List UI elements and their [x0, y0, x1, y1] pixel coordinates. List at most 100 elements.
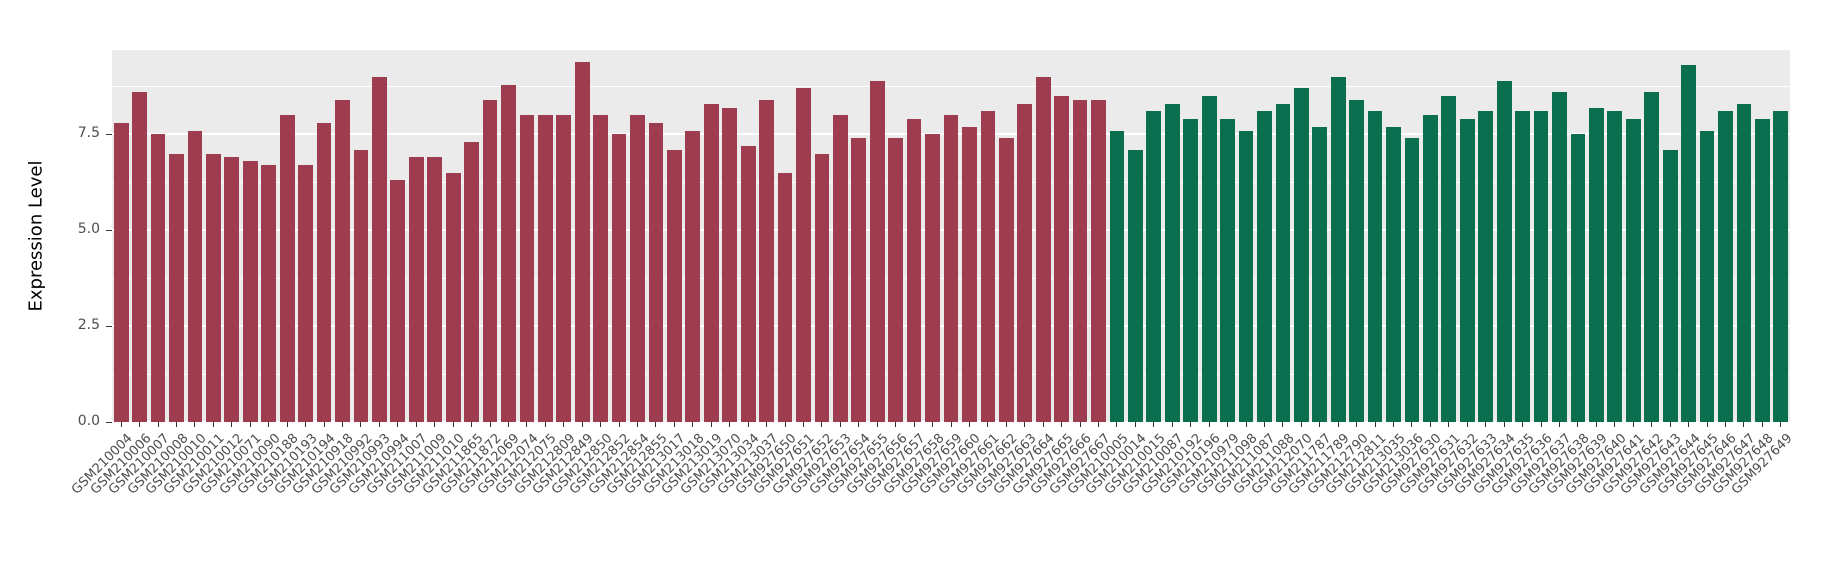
bar — [1017, 103, 1033, 422]
bar — [1164, 103, 1180, 422]
bar — [1238, 130, 1254, 422]
x-tick-mark — [895, 422, 897, 427]
bar — [574, 61, 590, 422]
bar — [501, 84, 516, 422]
bar — [814, 153, 830, 422]
bar — [1552, 92, 1567, 422]
bar — [832, 115, 848, 422]
y-tick-label: 5.0 — [77, 221, 100, 238]
bar — [722, 107, 738, 422]
x-tick-mark — [1522, 422, 1524, 427]
bar — [1423, 115, 1438, 422]
x-tick-mark — [747, 422, 749, 427]
x-tick-mark — [1190, 422, 1192, 427]
bar — [1699, 130, 1715, 422]
bar — [298, 165, 313, 422]
bar — [1625, 119, 1641, 422]
x-tick-mark — [268, 422, 270, 427]
bar — [519, 115, 535, 422]
x-tick-mark — [1669, 422, 1671, 427]
bar — [703, 103, 719, 422]
bar — [980, 111, 996, 422]
bar — [1644, 92, 1660, 422]
y-tick-mark — [106, 133, 112, 135]
x-tick-mark — [1485, 422, 1487, 427]
x-tick-mark — [157, 422, 159, 427]
x-tick-mark — [1595, 422, 1597, 427]
bar — [1109, 130, 1125, 422]
bar — [390, 180, 406, 422]
bar — [796, 88, 811, 422]
y-tick-mark — [106, 325, 112, 327]
bar — [169, 153, 184, 422]
bar — [1257, 111, 1272, 422]
x-tick-mark — [1337, 422, 1339, 427]
x-tick-mark — [120, 422, 122, 427]
bar — [1459, 119, 1475, 422]
x-tick-mark — [1466, 422, 1468, 427]
bar — [1349, 99, 1365, 422]
x-tick-mark — [1761, 422, 1763, 427]
bar — [1183, 119, 1199, 422]
x-tick-mark — [858, 422, 860, 427]
bar — [943, 115, 959, 422]
x-tick-mark — [821, 422, 823, 427]
x-tick-mark — [1503, 422, 1505, 427]
bar — [242, 161, 258, 422]
x-tick-mark — [1319, 422, 1321, 427]
y-axis-title: Expression Level — [25, 160, 47, 312]
bar — [1533, 111, 1549, 422]
x-tick-mark — [415, 422, 417, 427]
x-tick-mark — [452, 422, 454, 427]
x-tick-mark — [563, 422, 565, 427]
bar — [593, 115, 609, 422]
bar — [1054, 96, 1069, 422]
x-tick-mark — [1079, 422, 1081, 427]
bar — [316, 122, 332, 422]
bar — [206, 153, 221, 422]
x-tick-mark — [1632, 422, 1634, 427]
x-tick-mark — [802, 422, 804, 427]
bar — [408, 157, 424, 422]
x-tick-mark — [1263, 422, 1265, 427]
x-tick-mark — [839, 422, 841, 427]
bar — [113, 122, 129, 422]
x-tick-mark — [950, 422, 952, 427]
x-tick-mark — [286, 422, 288, 427]
bar — [888, 138, 904, 422]
x-tick-mark — [637, 422, 639, 427]
x-tick-mark — [692, 422, 694, 427]
bar — [1718, 111, 1733, 422]
bar — [925, 134, 940, 422]
y-tick-mark — [106, 421, 112, 423]
bar — [1275, 103, 1291, 422]
bar — [1091, 99, 1106, 422]
x-tick-mark — [194, 422, 196, 427]
bar — [1312, 126, 1328, 422]
y-tick-label: 2.5 — [77, 317, 100, 334]
x-tick-mark — [360, 422, 362, 427]
bar — [1201, 96, 1217, 422]
bar — [150, 134, 166, 422]
x-tick-mark — [1724, 422, 1726, 427]
bar — [962, 126, 977, 422]
x-tick-mark — [397, 422, 399, 427]
y-tick-label: 7.5 — [77, 125, 100, 142]
x-tick-mark — [323, 422, 325, 427]
bar — [1146, 111, 1162, 422]
x-tick-mark — [1706, 422, 1708, 427]
bar — [1570, 134, 1586, 422]
bar — [1496, 80, 1512, 422]
y-tick-label: 0.0 — [77, 413, 100, 429]
x-tick-mark — [1374, 422, 1376, 427]
x-tick-mark — [1393, 422, 1395, 427]
bar — [869, 80, 885, 422]
x-tick-mark — [710, 422, 712, 427]
x-tick-mark — [1227, 422, 1229, 427]
x-tick-mark — [1651, 422, 1653, 427]
x-tick-mark — [249, 422, 251, 427]
bar — [630, 115, 645, 422]
bar — [1736, 103, 1752, 422]
bar — [187, 130, 203, 422]
x-tick-mark — [544, 422, 546, 427]
